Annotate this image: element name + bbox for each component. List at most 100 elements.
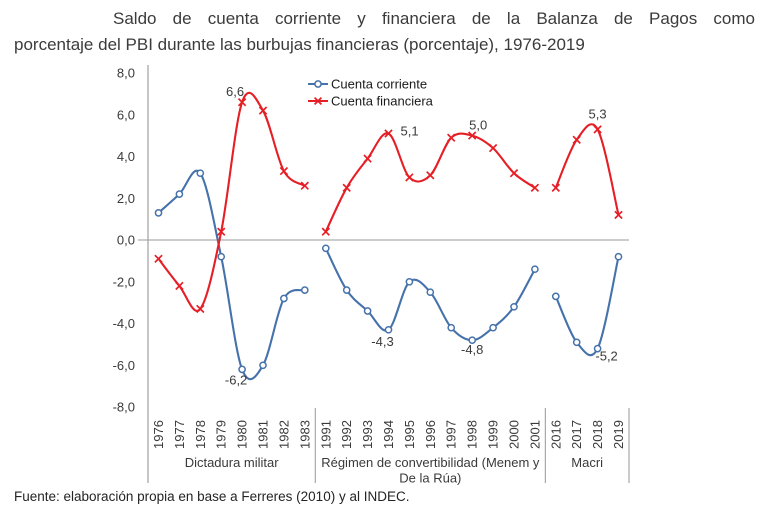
chart-title-line2: porcentaje del PBI durante las burbujas … [14,35,585,54]
x-tick-label-1977: 1977 [172,420,187,449]
marker-circle-cuenta-corriente [572,338,581,347]
marker-x-cuenta-financiera [216,227,226,236]
x-tick-label-1976: 1976 [151,420,166,449]
marker-circle-cuenta-corriente [489,323,497,332]
legend-label-cuenta-financiera: Cuenta financiera [331,94,434,109]
marker-x-cuenta-financiera [572,135,581,145]
x-tick-label-1997: 1997 [444,420,459,449]
source-note: Fuente: elaboración propia en base a Fer… [14,489,410,504]
marker-circle-cuenta-corriente [468,336,477,345]
marker-circle-cuenta-corriente [196,169,205,178]
y-tick-label: 8,0 [117,66,135,81]
x-tick-label-2017: 2017 [569,420,584,449]
marker-circle-cuenta-corriente [426,288,435,297]
y-tick-label: -2,0 [113,274,135,289]
point-label-cuenta-corriente-2018: -5,2 [595,349,617,364]
y-tick-label: -4,0 [113,316,135,331]
series-line-cuenta-financiera [554,123,620,216]
marker-circle-cuenta-corriente [447,323,456,332]
point-label-cuenta-corriente-1980: -6,2 [225,372,247,387]
point-label-cuenta-financiera-2018: 5,3 [589,106,607,121]
x-tick-label-1998: 1998 [465,420,480,449]
marker-x-cuenta-financiera [405,173,414,182]
x-tick-label-1978: 1978 [193,420,208,449]
marker-circle-cuenta-corriente [238,365,246,374]
marker-x-cuenta-financiera [363,154,372,163]
x-tick-label-1993: 1993 [360,420,375,449]
series-line-cuenta-financiera [324,132,536,233]
point-label-cuenta-financiera-1998: 5,0 [469,118,487,133]
chart-title-line1: Saldo de cuenta corriente y financiera d… [113,9,755,28]
marker-x-cuenta-financiera [467,131,477,140]
marker-circle-cuenta-corriente [259,361,267,370]
marker-circle-cuenta-corriente [405,277,414,286]
marker-x-cuenta-financiera [279,166,289,176]
marker-circle-cuenta-corriente [154,209,163,217]
marker-circle-cuenta-corriente [342,286,351,294]
era-label-macri: Macri [571,455,603,470]
x-tick-label-1996: 1996 [423,420,438,449]
marker-x-cuenta-financiera [300,181,310,190]
x-tick-label-1980: 1980 [235,420,250,449]
series-line-cuenta-corriente [157,169,306,381]
era-label-régimen-de-convertibilidad-(menem-y: Régimen de convertibilidad (Menem y [321,455,540,470]
marker-circle-cuenta-corriente [593,344,602,353]
y-tick-label: 2,0 [117,191,135,206]
marker-circle-cuenta-corriente [551,292,560,301]
marker-x-cuenta-financiera [446,133,456,142]
x-tick-label-2018: 2018 [590,420,605,449]
era-label-régimen-de-convertibilidad-(menem-y: De la Rúa) [399,471,461,486]
marker-x-cuenta-financiera [509,168,519,178]
x-tick-label-2016: 2016 [548,420,563,449]
x-tick-label-1999: 1999 [486,420,501,449]
marker-x-cuenta-financiera [175,281,184,291]
marker-x-cuenta-financiera [426,171,435,180]
x-tick-label-1982: 1982 [276,420,291,449]
legend-marker-x-icon [313,96,323,106]
marker-x-cuenta-financiera [614,210,623,220]
x-tick-label-2019: 2019 [611,420,626,449]
marker-circle-cuenta-corriente [614,252,623,261]
marker-circle-cuenta-corriente [321,244,330,253]
y-tick-label: -6,0 [113,358,135,373]
x-tick-label-1994: 1994 [381,420,396,449]
marker-x-cuenta-financiera [384,129,393,138]
marker-circle-cuenta-corriente [217,252,226,261]
legend-item-cuenta-corriente: Cuenta corriente [308,77,427,92]
legend-marker-circle-icon [314,80,322,88]
point-label-cuenta-corriente-1998: -4,8 [461,342,483,357]
marker-x-cuenta-financiera [551,183,561,193]
era-label-dictadura-militar: Dictadura militar [185,455,280,470]
y-tick-label: 6,0 [117,107,135,122]
y-tick-label: 4,0 [117,149,135,164]
marker-circle-cuenta-corriente [510,302,518,311]
marker-x-cuenta-financiera [488,143,498,153]
marker-x-cuenta-financiera [530,183,540,193]
marker-x-cuenta-financiera [237,97,247,107]
marker-circle-cuenta-corriente [384,325,393,334]
x-tick-label-1995: 1995 [402,420,417,449]
point-label-cuenta-financiera-1994: 5,1 [401,124,419,139]
y-tick-label: 0,0 [117,233,135,248]
point-label-cuenta-financiera-1980: 6,6 [226,84,244,99]
marker-x-cuenta-financiera [321,227,331,236]
x-tick-label-1992: 1992 [339,420,354,449]
point-label-cuenta-corriente-1994: -4,3 [371,334,393,349]
x-tick-label-2001: 2001 [527,420,542,449]
legend-item-cuenta-financiera: Cuenta financiera [308,94,434,109]
series-line-cuenta-corriente [554,255,620,357]
marker-circle-cuenta-corriente [531,265,539,274]
balance-of-payments-line-chart: 8,0 6,0 4,0 2,0 0,0 -2,0 -4,0 -6,0 -8,0 1976 1977 1… [113,65,630,486]
x-tick-label-1981: 1981 [256,420,271,449]
x-tick-label-1983: 1983 [297,420,312,449]
y-tick-label: -8,0 [113,400,135,415]
marker-x-cuenta-financiera [593,125,602,134]
x-tick-label-1979: 1979 [214,420,229,449]
chart-title: Saldo de cuenta corriente y financiera d… [14,6,755,58]
marker-circle-cuenta-corriente [300,286,309,294]
series-line-cuenta-financiera [157,91,306,312]
marker-x-cuenta-financiera [196,304,205,314]
marker-circle-cuenta-corriente [363,307,372,315]
x-tick-label-1991: 1991 [318,420,333,449]
